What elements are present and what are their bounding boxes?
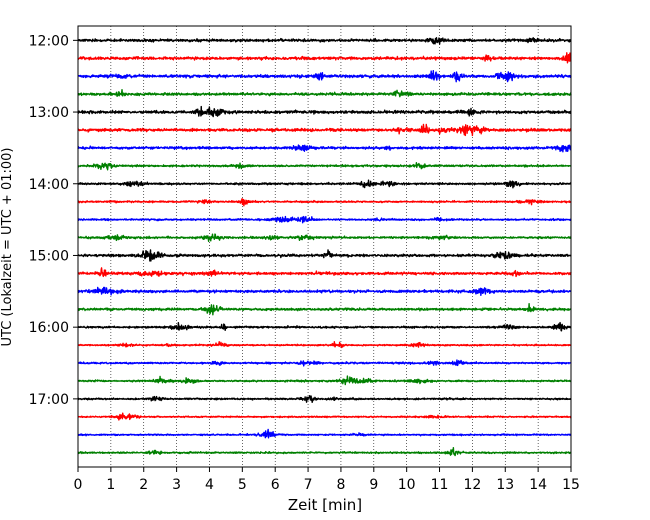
trace-1445 — [77, 233, 572, 243]
x-tick-label: 13 — [496, 477, 514, 493]
y-tick-label: 17:00 — [29, 392, 69, 408]
x-tick-label: 14 — [529, 477, 547, 493]
y-tick-label: 12:00 — [29, 33, 69, 49]
plot-frame — [77, 25, 572, 468]
trace-1730 — [77, 428, 572, 439]
trace-1400 — [77, 179, 572, 189]
y-tick-label: 14:00 — [29, 177, 69, 193]
x-tick-label: 2 — [139, 477, 148, 493]
trace-1230 — [77, 70, 572, 83]
trace-1600 — [77, 321, 572, 332]
x-tick-label: 1 — [106, 477, 115, 493]
trace-1715 — [77, 412, 572, 421]
x-tick-label: 8 — [336, 477, 345, 493]
x-tick-label: 10 — [398, 477, 416, 493]
y-tick-label: 13:00 — [29, 105, 69, 121]
trace-1615 — [77, 341, 572, 349]
trace-1315 — [77, 123, 572, 137]
trace-1330 — [77, 144, 572, 153]
x-tick-label: 11 — [431, 477, 449, 493]
x-axis: 0 1 2 3 4 5 6 7 8 9 10 11 12 13 14 15 — [74, 467, 580, 493]
x-tick-label: 9 — [369, 477, 378, 493]
x-axis-label: Zeit [min] — [288, 496, 362, 514]
trace-1500 — [77, 249, 572, 262]
trace-1700 — [77, 395, 572, 404]
trace-1515 — [77, 267, 572, 278]
trace-1345 — [77, 162, 572, 171]
x-tick-label: 5 — [238, 477, 247, 493]
trace-1415 — [77, 197, 572, 207]
trace-1530 — [77, 286, 572, 296]
trace-1300 — [77, 105, 572, 118]
trace-1245 — [77, 88, 572, 98]
x-tick-label: 3 — [172, 477, 181, 493]
trace-1745 — [77, 447, 572, 457]
y-axis-label: UTC (Lokalzeit = UTC + 01:00) — [0, 148, 15, 347]
trace-1630 — [77, 359, 572, 367]
trace-1200 — [77, 37, 572, 45]
trace-1430 — [77, 215, 572, 224]
trace-1645 — [77, 375, 572, 386]
y-tick-label: 16:00 — [29, 320, 69, 336]
vertical-grid — [110, 26, 539, 467]
y-tick-label: 15:00 — [29, 248, 69, 264]
x-tick-label: 6 — [271, 477, 280, 493]
y-axis: 12:00 13:00 14:00 15:00 16:00 17:00 — [29, 33, 78, 408]
trace-group — [77, 37, 572, 457]
x-tick-label: 0 — [74, 477, 83, 493]
trace-1215 — [77, 52, 572, 64]
x-tick-label: 12 — [463, 477, 481, 493]
x-tick-label: 7 — [304, 477, 313, 493]
trace-1545 — [77, 303, 572, 316]
x-tick-label: 4 — [205, 477, 214, 493]
x-tick-label: 15 — [562, 477, 580, 493]
